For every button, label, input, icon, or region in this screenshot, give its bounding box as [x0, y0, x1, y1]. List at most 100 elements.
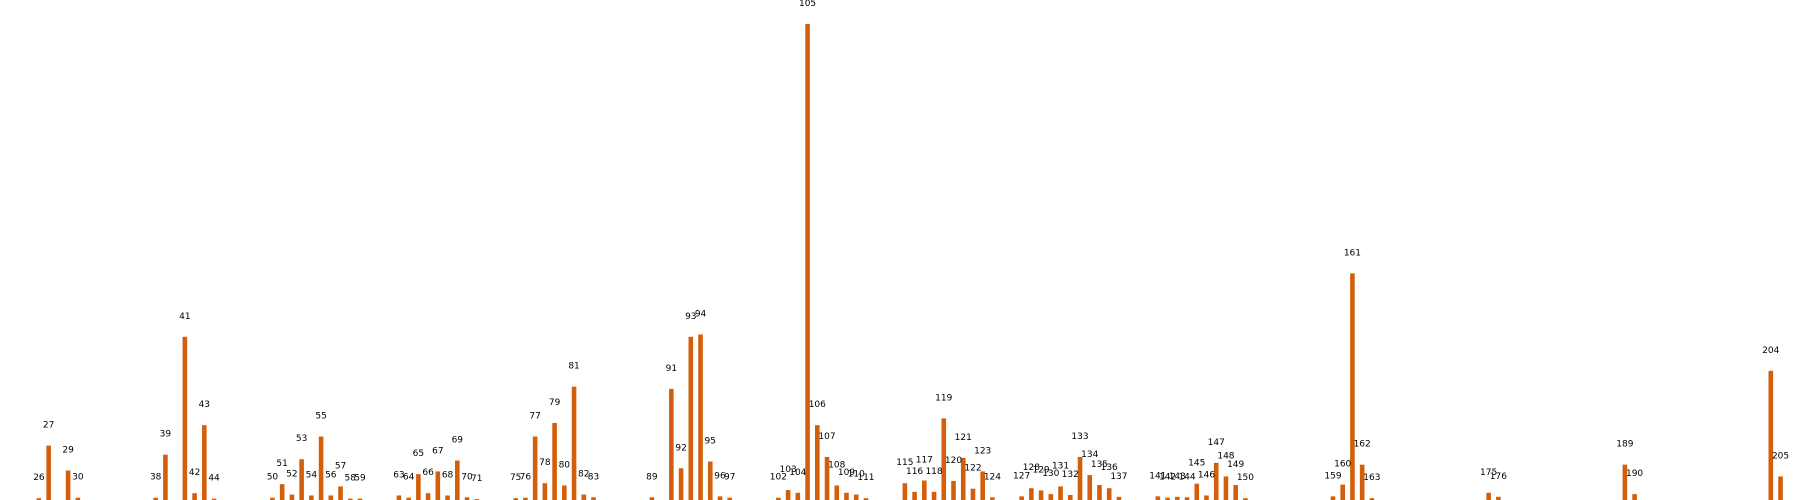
bar-26 [36, 498, 42, 500]
bar-label-92: 92 [675, 443, 686, 453]
bar-89 [649, 497, 655, 500]
bar-label-42: 42 [189, 468, 200, 478]
bar-label-54: 54 [306, 470, 318, 480]
bar-159 [1330, 496, 1336, 500]
bar-label-75: 75 [510, 473, 521, 483]
bar-label-97: 97 [724, 473, 735, 483]
bar-141 [1155, 496, 1161, 500]
bar-137 [1116, 496, 1122, 500]
bar-102 [776, 497, 781, 500]
bar-103 [785, 490, 791, 500]
bar-label-130: 130 [1042, 469, 1059, 479]
bar-label-163: 163 [1363, 473, 1380, 483]
bar-67 [435, 471, 441, 500]
bar-label-190: 190 [1626, 469, 1643, 479]
bar-27 [46, 445, 51, 500]
bar-label-77: 77 [529, 412, 540, 422]
bar-label-143: 143 [1169, 472, 1186, 482]
bar-label-133: 133 [1071, 432, 1088, 442]
bar-106 [815, 425, 820, 500]
bar-69 [455, 460, 460, 500]
bar-70 [464, 497, 470, 500]
bar-label-53: 53 [296, 434, 307, 444]
bar-label-94: 94 [695, 310, 707, 320]
bar-label-135: 135 [1091, 460, 1108, 470]
bar-133 [1077, 456, 1083, 500]
bar-label-50: 50 [267, 473, 279, 483]
bar-label-142: 142 [1159, 473, 1176, 483]
bar-76 [523, 497, 528, 500]
bar-65 [416, 474, 421, 500]
bar-68 [445, 495, 450, 500]
bar-128 [1029, 488, 1034, 500]
bar-129 [1038, 490, 1044, 500]
bar-label-150: 150 [1237, 473, 1254, 483]
bar-53 [299, 459, 304, 500]
bar-136 [1106, 488, 1112, 500]
bar-50 [270, 497, 275, 500]
bar-109 [844, 492, 849, 500]
bar-96 [717, 496, 723, 500]
bar-147 [1213, 462, 1219, 500]
bar-label-89: 89 [646, 472, 658, 482]
bar-54 [309, 495, 314, 500]
bar-label-107: 107 [818, 432, 835, 442]
bar-97 [727, 497, 733, 500]
bar-label-26: 26 [33, 473, 45, 483]
bar-107 [824, 456, 830, 500]
bar-label-82: 82 [578, 470, 589, 480]
bar-145 [1194, 483, 1200, 500]
bar-label-159: 159 [1324, 471, 1341, 481]
bar-label-69: 69 [452, 436, 464, 446]
bar-94 [698, 334, 703, 500]
bar-label-91: 91 [666, 364, 677, 374]
bar-79 [552, 422, 557, 500]
bar-label-52: 52 [286, 470, 297, 480]
bar-label-146: 146 [1198, 470, 1215, 480]
bar-51 [279, 484, 285, 500]
bar-label-147: 147 [1208, 438, 1225, 448]
bar-162 [1359, 464, 1365, 500]
bar-144 [1184, 497, 1190, 500]
bar-43 [202, 425, 207, 500]
bar-131 [1058, 486, 1063, 500]
bar-label-51: 51 [276, 459, 287, 469]
bar-135 [1097, 485, 1102, 500]
bar-label-71: 71 [471, 474, 482, 484]
bar-label-38: 38 [150, 473, 162, 483]
bar-label-127: 127 [1013, 471, 1030, 481]
bar-label-65: 65 [413, 449, 424, 459]
bar-label-64: 64 [403, 473, 415, 483]
bar-label-76: 76 [520, 473, 532, 483]
bar-label-121: 121 [955, 433, 972, 443]
bar-label-119: 119 [935, 393, 952, 403]
bar-label-117: 117 [916, 456, 933, 466]
bar-label-44: 44 [208, 474, 220, 484]
bar-label-148: 148 [1217, 451, 1234, 461]
bar-57 [338, 486, 343, 500]
bar-label-58: 58 [345, 474, 357, 484]
bar-38 [153, 497, 158, 500]
bar-label-189: 189 [1616, 440, 1633, 450]
bar-134 [1087, 475, 1093, 500]
bar-115 [902, 483, 908, 500]
bar-label-136: 136 [1101, 463, 1118, 473]
bar-label-161: 161 [1344, 248, 1361, 258]
bar-163 [1369, 498, 1375, 500]
bar-label-105: 105 [799, 0, 816, 9]
bar-204 [1768, 370, 1774, 500]
bar-81 [571, 386, 577, 500]
bar-label-70: 70 [461, 472, 473, 482]
bar-label-108: 108 [828, 460, 845, 470]
bar-121 [960, 457, 966, 500]
bar-189 [1622, 464, 1628, 500]
bar-label-68: 68 [442, 470, 454, 480]
bar-label-123: 123 [974, 446, 991, 456]
bar-label-41: 41 [179, 312, 190, 322]
bar-label-149: 149 [1227, 460, 1244, 470]
bar-92 [678, 468, 684, 500]
bar-label-145: 145 [1188, 459, 1205, 469]
bar-41 [182, 336, 188, 500]
